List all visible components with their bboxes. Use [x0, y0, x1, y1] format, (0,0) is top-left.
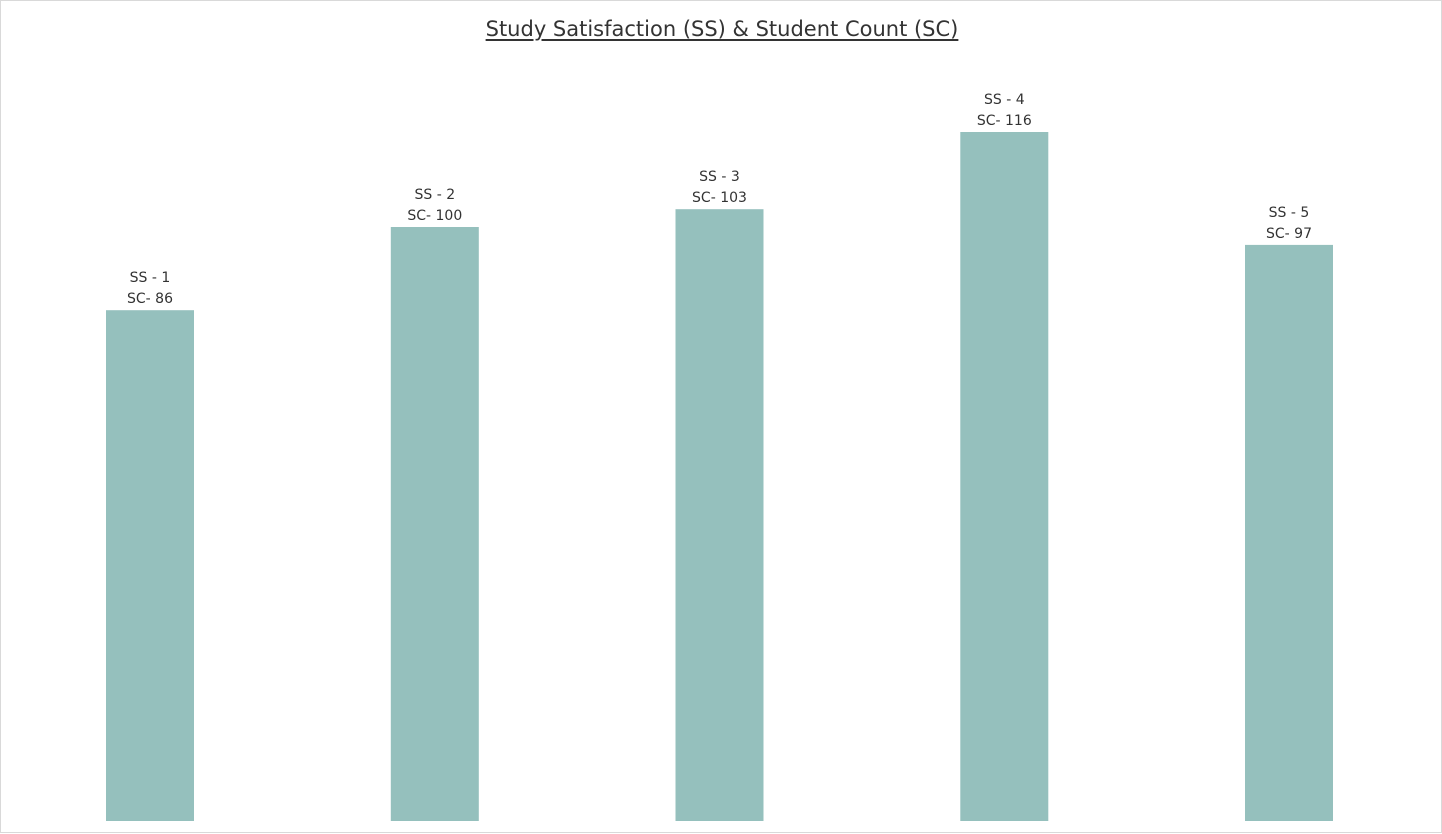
- bar-3: [675, 209, 764, 821]
- bar-ss-label-2: SS - 2: [414, 187, 455, 203]
- bar-5: [1245, 244, 1333, 821]
- bar-sc-label-1: SC- 86: [127, 291, 173, 307]
- bar-sc-label-5: SC- 97: [1266, 226, 1312, 242]
- bar-ss-label-3: SS - 3: [699, 169, 740, 185]
- bar-4: [960, 132, 1049, 821]
- bar-sc-label-3: SC- 103: [692, 190, 747, 206]
- chart-title: Study Satisfaction (SS) & Student Count …: [485, 17, 959, 41]
- bar-sc-label-4: SC- 116: [977, 113, 1032, 129]
- bar-ss-label-1: SS - 1: [130, 270, 171, 286]
- bar-sc-label-2: SC- 100: [407, 208, 462, 224]
- bar-1: [106, 310, 194, 821]
- bar-ss-label-4: SS - 4: [984, 92, 1025, 108]
- bar-2: [390, 227, 479, 821]
- bar-ss-label-5: SS - 5: [1269, 205, 1310, 221]
